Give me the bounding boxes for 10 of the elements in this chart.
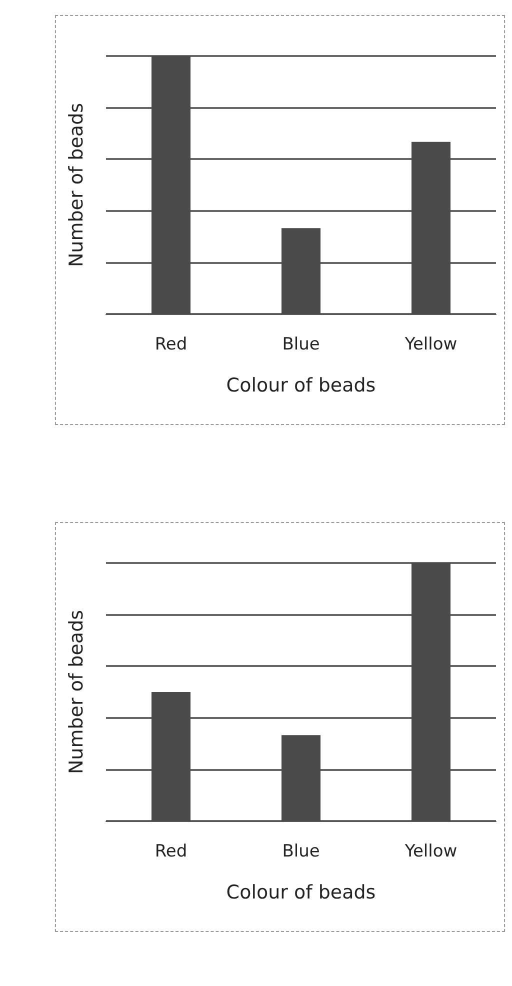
x-tick-label: Red xyxy=(154,334,188,354)
x-tick-label: Red xyxy=(154,842,188,862)
x-tick-label: Blue xyxy=(282,842,320,862)
x-tick-label: Yellow xyxy=(404,334,458,354)
x-axis-title: Colour of beads xyxy=(226,374,376,396)
y-axis-title: Number of beads xyxy=(66,610,88,774)
x-tick-label: Blue xyxy=(282,334,320,354)
x-tick-label: Yellow xyxy=(404,842,458,862)
y-axis-title: Number of beads xyxy=(66,102,88,268)
x-axis-title: Colour of beads xyxy=(226,882,376,904)
